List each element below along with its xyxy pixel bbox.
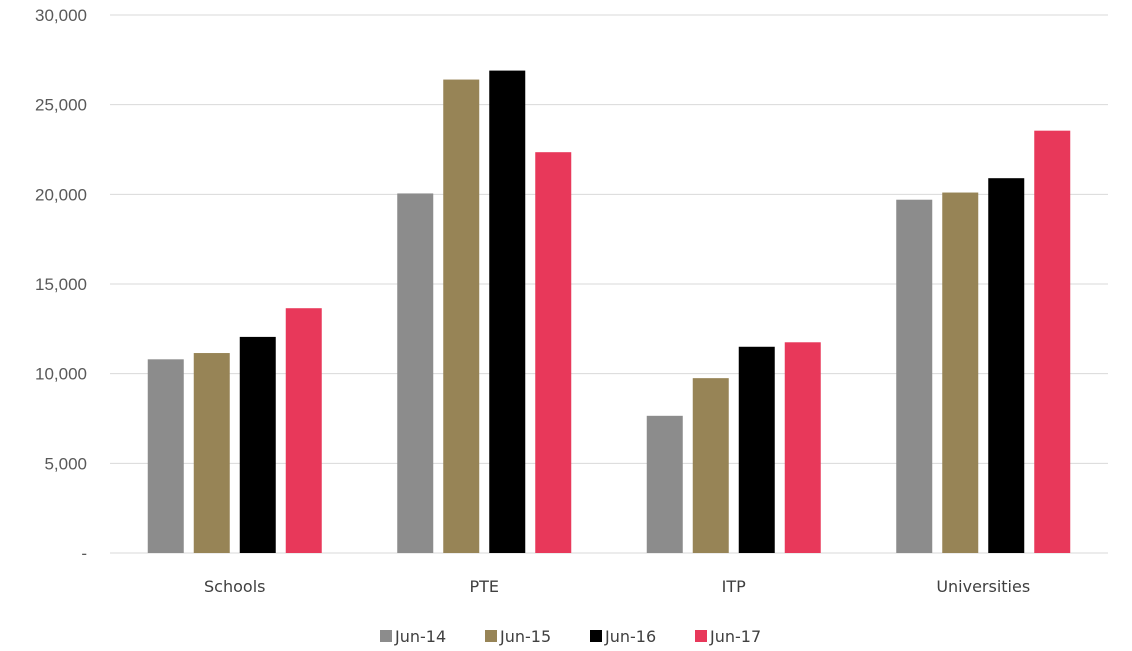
gridlines: [110, 14, 1108, 554]
bar-jun-16-pte: [489, 70, 526, 554]
bar-jun-14-universities: [896, 199, 933, 554]
legend-swatch: [485, 630, 497, 642]
bar-jun-17-pte: [535, 152, 572, 553]
y-tick-label: 5,000: [44, 454, 87, 473]
category-label: Schools: [204, 577, 265, 596]
legend-label: Jun-15: [499, 627, 551, 646]
y-tick-label: 15,000: [35, 275, 87, 294]
legend-swatch: [695, 630, 707, 642]
y-tick-label: 10,000: [35, 365, 87, 384]
category-label: PTE: [469, 577, 499, 596]
x-axis-category-labels: Schools PTE ITP Universities: [204, 577, 1030, 596]
bar-jun-14-itp: [646, 415, 683, 553]
y-axis-tick-labels: - 5,000 10,000 15,000 20,000 25,000 30,000: [35, 6, 87, 563]
bar-jun-14-schools: [147, 359, 184, 553]
legend-swatch: [590, 630, 602, 642]
legend-label: Jun-14: [394, 627, 446, 646]
legend-label: Jun-17: [709, 627, 761, 646]
legend-swatch: [380, 630, 392, 642]
bar-jun-15-universities: [942, 192, 979, 554]
bar-jun-16-universities: [988, 178, 1025, 553]
y-tick-label: 25,000: [35, 96, 87, 115]
bar-jun-17-universities: [1034, 130, 1071, 554]
bar-jun-16-itp: [738, 346, 775, 553]
bar-jun-17-itp: [784, 342, 821, 553]
bars: [147, 70, 1071, 554]
y-tick-label: 30,000: [35, 6, 87, 25]
bar-jun-17-schools: [285, 308, 322, 553]
bar-jun-16-schools: [239, 336, 276, 553]
bar-jun-15-pte: [443, 79, 480, 553]
bar-jun-14-pte: [397, 193, 434, 554]
legend-label: Jun-16: [604, 627, 656, 646]
bar-jun-15-schools: [193, 353, 230, 553]
category-label: Universities: [936, 577, 1030, 596]
bar-jun-15-itp: [692, 378, 729, 553]
category-label: ITP: [722, 577, 746, 596]
y-tick-label: 20,000: [35, 185, 87, 204]
legend: Jun-14 Jun-15 Jun-16 Jun-17: [380, 627, 761, 646]
y-tick-label: -: [81, 544, 87, 563]
